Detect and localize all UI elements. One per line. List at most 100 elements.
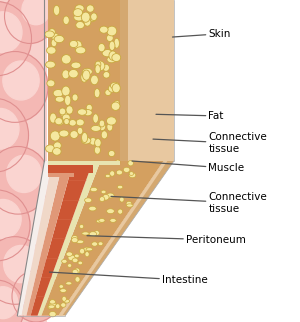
Polygon shape bbox=[38, 161, 100, 316]
Ellipse shape bbox=[70, 131, 78, 138]
Text: Peritoneum: Peritoneum bbox=[87, 235, 246, 245]
Ellipse shape bbox=[62, 86, 70, 96]
Ellipse shape bbox=[96, 220, 102, 223]
Ellipse shape bbox=[68, 255, 75, 260]
Ellipse shape bbox=[53, 90, 63, 97]
Ellipse shape bbox=[112, 53, 121, 62]
Ellipse shape bbox=[107, 56, 116, 63]
Ellipse shape bbox=[128, 161, 134, 166]
Polygon shape bbox=[17, 161, 52, 316]
Ellipse shape bbox=[64, 299, 70, 303]
Ellipse shape bbox=[94, 146, 100, 154]
Ellipse shape bbox=[49, 29, 55, 35]
Polygon shape bbox=[31, 161, 93, 316]
Ellipse shape bbox=[53, 142, 61, 149]
Circle shape bbox=[0, 287, 18, 319]
Circle shape bbox=[0, 98, 28, 172]
Ellipse shape bbox=[106, 209, 114, 213]
Ellipse shape bbox=[64, 95, 71, 106]
Ellipse shape bbox=[62, 296, 66, 301]
Ellipse shape bbox=[120, 197, 124, 202]
Ellipse shape bbox=[71, 238, 78, 243]
Ellipse shape bbox=[55, 96, 64, 102]
Ellipse shape bbox=[94, 138, 101, 147]
Ellipse shape bbox=[74, 268, 80, 273]
Ellipse shape bbox=[75, 5, 84, 12]
Ellipse shape bbox=[59, 108, 66, 115]
Polygon shape bbox=[120, 0, 174, 161]
Ellipse shape bbox=[81, 72, 88, 82]
Ellipse shape bbox=[107, 123, 113, 131]
Ellipse shape bbox=[126, 201, 132, 206]
Text: Skin: Skin bbox=[172, 29, 231, 39]
Ellipse shape bbox=[72, 236, 78, 240]
Polygon shape bbox=[48, 0, 120, 161]
Ellipse shape bbox=[60, 289, 67, 292]
Ellipse shape bbox=[103, 194, 109, 200]
Ellipse shape bbox=[46, 47, 56, 54]
Ellipse shape bbox=[76, 119, 84, 126]
Ellipse shape bbox=[74, 41, 82, 50]
Ellipse shape bbox=[126, 204, 133, 207]
Ellipse shape bbox=[47, 80, 55, 87]
Polygon shape bbox=[48, 161, 120, 165]
Ellipse shape bbox=[84, 247, 91, 251]
Ellipse shape bbox=[129, 172, 134, 175]
Ellipse shape bbox=[78, 261, 82, 265]
Ellipse shape bbox=[74, 14, 84, 21]
Ellipse shape bbox=[94, 89, 100, 98]
Ellipse shape bbox=[123, 167, 130, 172]
Ellipse shape bbox=[59, 130, 69, 137]
Ellipse shape bbox=[82, 132, 88, 143]
Ellipse shape bbox=[61, 110, 67, 117]
Ellipse shape bbox=[52, 147, 61, 155]
Ellipse shape bbox=[103, 64, 110, 71]
Ellipse shape bbox=[76, 22, 84, 29]
Ellipse shape bbox=[89, 137, 97, 145]
Ellipse shape bbox=[71, 62, 81, 69]
Ellipse shape bbox=[98, 43, 105, 52]
Ellipse shape bbox=[72, 258, 78, 262]
Ellipse shape bbox=[82, 70, 90, 80]
Circle shape bbox=[22, 0, 50, 25]
Ellipse shape bbox=[48, 305, 52, 309]
Ellipse shape bbox=[89, 206, 96, 211]
Ellipse shape bbox=[61, 54, 71, 64]
Circle shape bbox=[29, 276, 55, 304]
Ellipse shape bbox=[50, 300, 56, 304]
Text: Fat: Fat bbox=[156, 111, 224, 121]
Ellipse shape bbox=[105, 90, 111, 96]
Ellipse shape bbox=[80, 248, 85, 254]
Ellipse shape bbox=[114, 100, 120, 107]
Ellipse shape bbox=[103, 71, 110, 78]
Ellipse shape bbox=[77, 127, 83, 135]
Ellipse shape bbox=[91, 75, 98, 85]
Circle shape bbox=[0, 199, 21, 238]
Ellipse shape bbox=[82, 68, 92, 75]
Ellipse shape bbox=[106, 117, 116, 125]
Polygon shape bbox=[58, 161, 174, 316]
Ellipse shape bbox=[76, 240, 84, 243]
Ellipse shape bbox=[49, 311, 56, 317]
Ellipse shape bbox=[108, 150, 115, 156]
Ellipse shape bbox=[99, 197, 105, 202]
Polygon shape bbox=[58, 161, 167, 316]
Ellipse shape bbox=[73, 9, 83, 17]
Ellipse shape bbox=[85, 251, 89, 257]
Text: Connective
tissue: Connective tissue bbox=[111, 192, 267, 214]
Ellipse shape bbox=[93, 114, 98, 123]
Ellipse shape bbox=[101, 131, 107, 139]
Ellipse shape bbox=[51, 39, 57, 47]
Text: Muscle: Muscle bbox=[132, 161, 244, 173]
Polygon shape bbox=[0, 0, 46, 322]
Ellipse shape bbox=[53, 5, 60, 15]
Ellipse shape bbox=[95, 61, 105, 71]
Circle shape bbox=[4, 245, 38, 283]
Ellipse shape bbox=[86, 5, 94, 12]
Ellipse shape bbox=[69, 119, 76, 126]
Ellipse shape bbox=[109, 41, 115, 51]
Ellipse shape bbox=[66, 252, 73, 256]
Circle shape bbox=[0, 147, 50, 214]
Ellipse shape bbox=[63, 16, 69, 24]
Ellipse shape bbox=[76, 47, 86, 54]
